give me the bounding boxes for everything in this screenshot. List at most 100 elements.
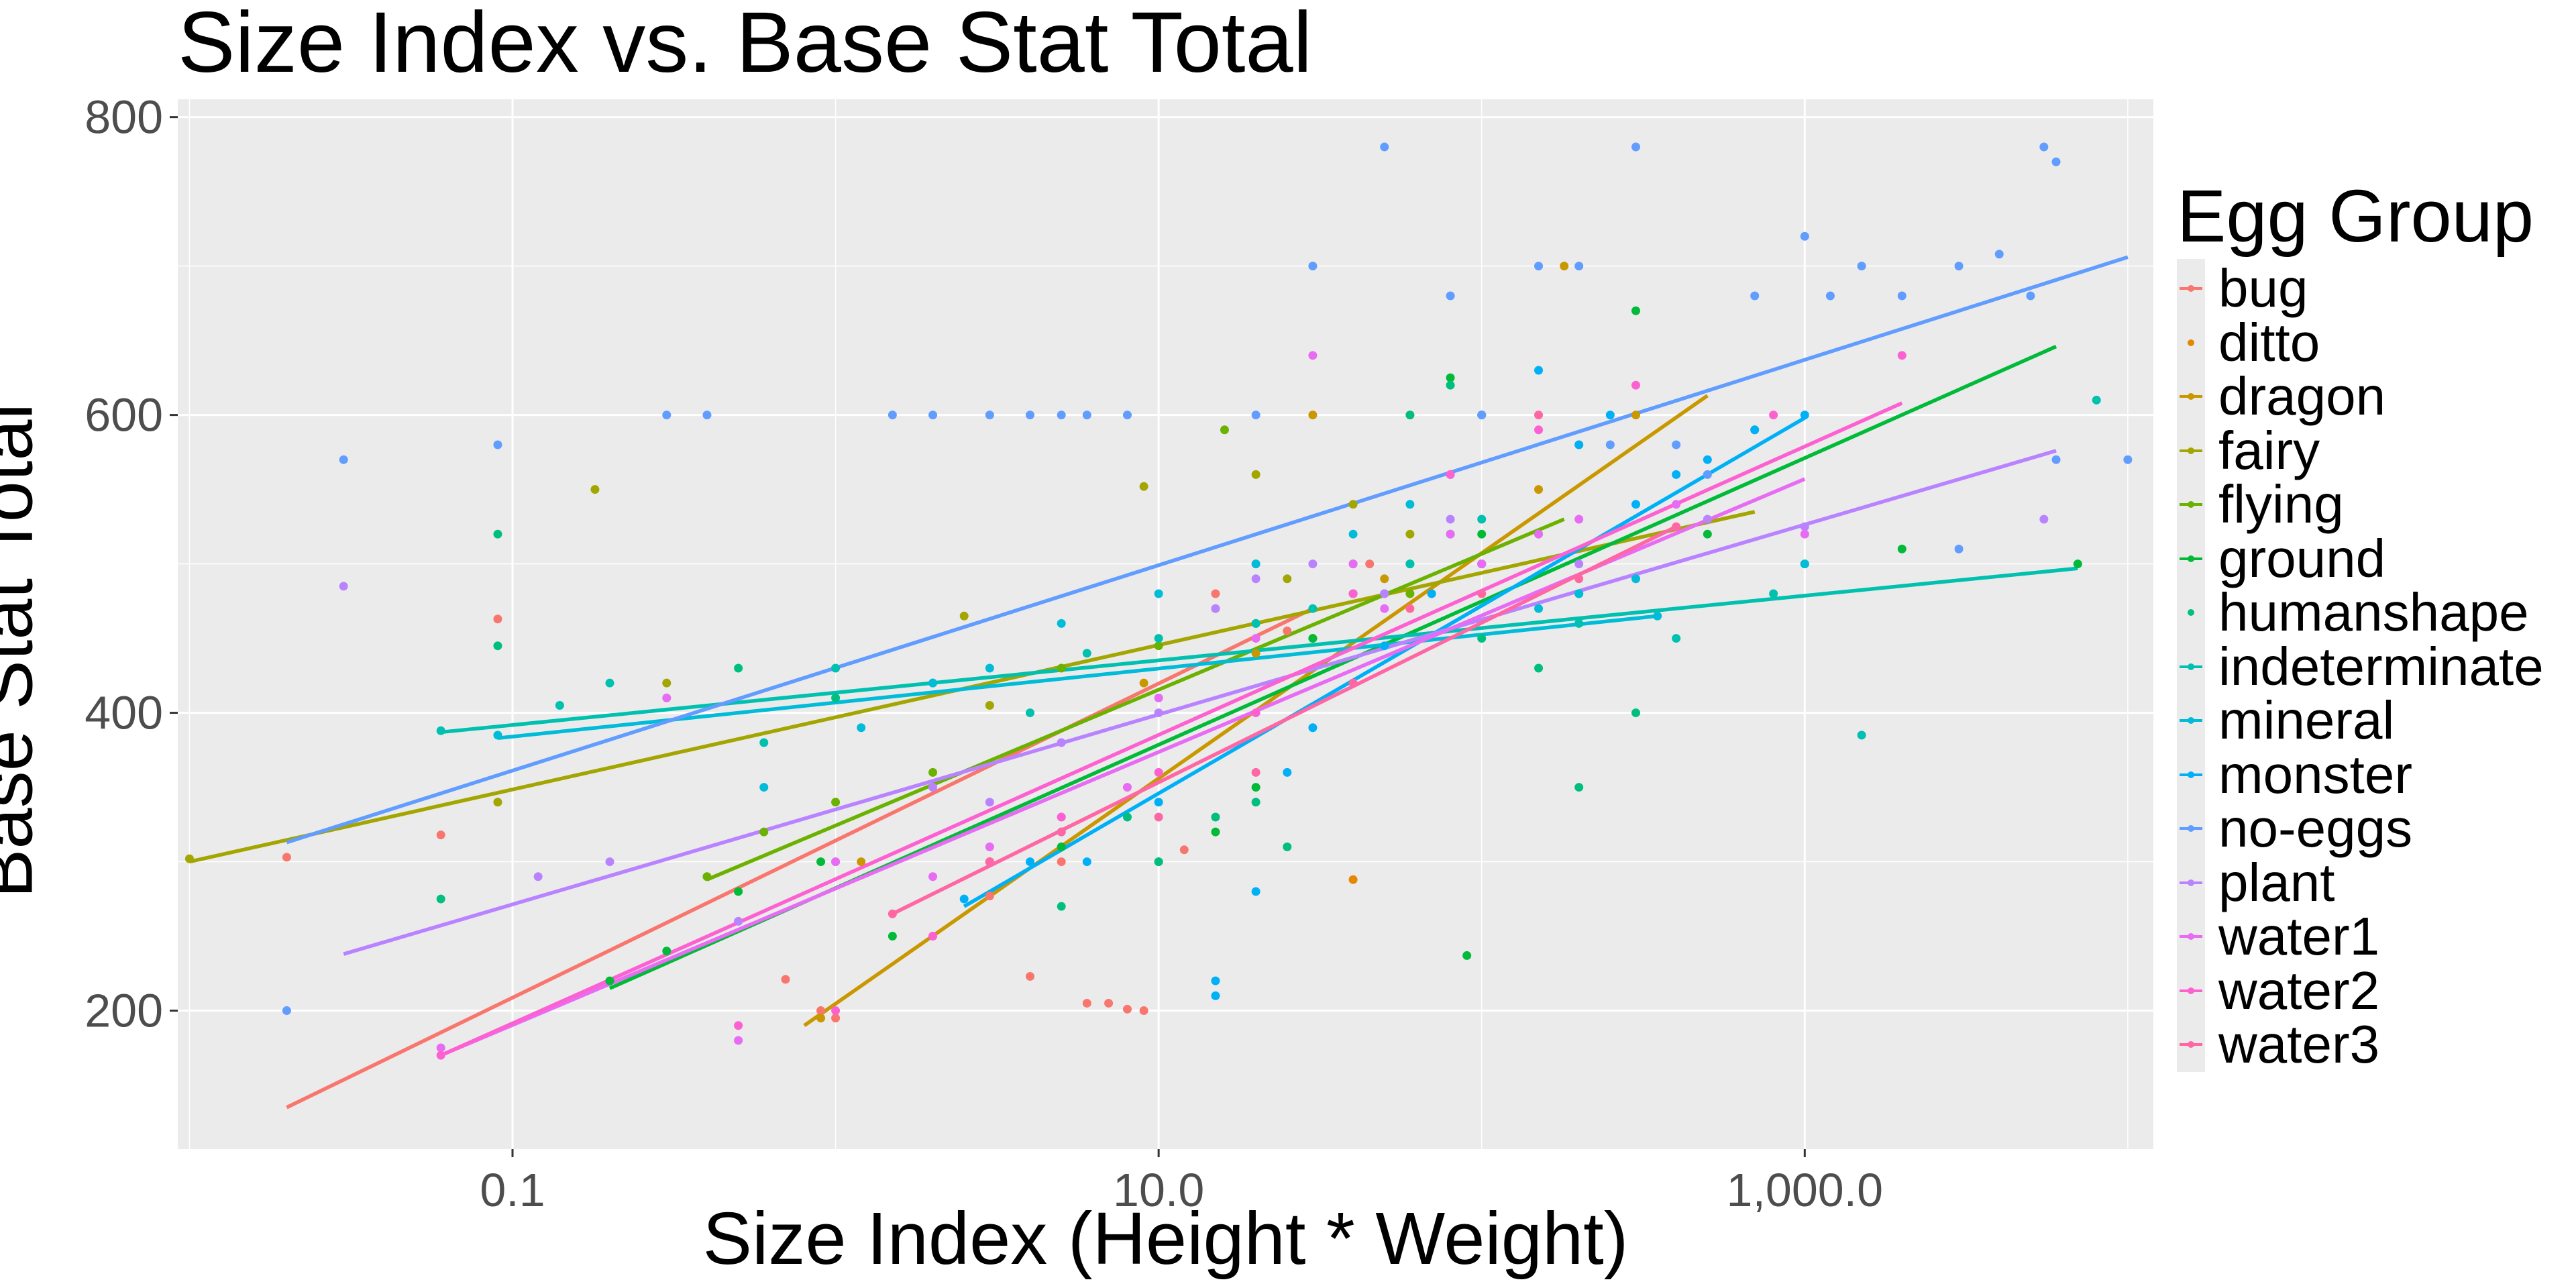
data-point-water1 bbox=[1122, 783, 1132, 792]
data-point-fairy bbox=[1405, 529, 1415, 539]
legend-title: Egg Group bbox=[2177, 175, 2534, 258]
legend-point-water1 bbox=[2188, 933, 2194, 940]
legend-key-ditto bbox=[2177, 316, 2205, 370]
data-point-monster bbox=[1672, 470, 1681, 479]
legend-key-water3 bbox=[2177, 1018, 2205, 1071]
data-point-water2 bbox=[831, 1006, 841, 1016]
data-point-water3 bbox=[1251, 767, 1260, 777]
data-point-water3 bbox=[985, 857, 994, 867]
data-point-water2 bbox=[1897, 351, 1907, 360]
legend-item-monster: monster bbox=[2177, 744, 2412, 804]
data-point-water1 bbox=[734, 1036, 743, 1045]
data-point-humanshape bbox=[1057, 902, 1066, 911]
y-tick-label: 600 bbox=[85, 389, 163, 441]
legend-label: indeterminate bbox=[2218, 636, 2544, 696]
data-point-ground bbox=[662, 947, 672, 956]
data-point-no-eggs bbox=[1057, 411, 1066, 420]
data-point-monster bbox=[1750, 425, 1760, 435]
data-point-indeterminate bbox=[1308, 604, 1318, 613]
data-point-no-eggs bbox=[1534, 262, 1544, 271]
legend-item-indeterminate: indeterminate bbox=[2177, 636, 2544, 696]
y-tick-label: 200 bbox=[85, 985, 163, 1037]
data-point-fairy bbox=[493, 798, 502, 807]
legend-label: water2 bbox=[2218, 960, 2380, 1020]
data-point-water3 bbox=[888, 909, 897, 918]
data-point-plant bbox=[1211, 604, 1220, 613]
legend-item-ditto: ditto bbox=[2177, 312, 2320, 372]
data-point-ground bbox=[1211, 827, 1220, 837]
data-point-indeterminate bbox=[1477, 515, 1487, 524]
data-point-plant bbox=[1380, 589, 1389, 598]
data-point-indeterminate bbox=[1769, 589, 1778, 598]
legend-point-monster bbox=[2188, 771, 2194, 778]
axis-ticks bbox=[170, 116, 1806, 1157]
data-point-plant bbox=[1154, 708, 1163, 718]
data-point-ground bbox=[1308, 634, 1318, 643]
data-point-mineral bbox=[1348, 529, 1358, 539]
data-point-no-eggs bbox=[985, 411, 994, 420]
legend-key-flying bbox=[2177, 478, 2205, 531]
legend-label: ditto bbox=[2218, 312, 2320, 372]
data-point-plant bbox=[533, 872, 543, 881]
data-point-mineral bbox=[1574, 589, 1584, 598]
data-point-humanshape bbox=[1283, 842, 1292, 851]
data-point-indeterminate bbox=[1405, 559, 1415, 569]
data-point-water2 bbox=[1534, 425, 1544, 435]
data-point-fairy bbox=[662, 678, 672, 688]
data-point-humanshape bbox=[734, 663, 743, 673]
data-point-water2 bbox=[1769, 411, 1778, 420]
data-point-dragon bbox=[1308, 411, 1318, 420]
data-point-no-eggs bbox=[928, 411, 938, 420]
data-point-bug bbox=[781, 975, 790, 984]
legend-item-flying: flying bbox=[2177, 478, 2344, 531]
data-point-plant bbox=[2039, 515, 2049, 524]
data-point-mineral bbox=[1154, 589, 1163, 598]
legend-label: mineral bbox=[2218, 690, 2395, 750]
legend-key-plant bbox=[2177, 856, 2205, 910]
data-point-water2 bbox=[1348, 589, 1358, 598]
data-point-fairy bbox=[590, 485, 600, 494]
data-point-no-eggs bbox=[1026, 411, 1035, 420]
data-point-water3 bbox=[1477, 589, 1487, 598]
legend-point-plant bbox=[2188, 879, 2194, 886]
data-point-plant bbox=[1057, 738, 1066, 747]
data-point-water1 bbox=[1308, 351, 1318, 360]
data-point-no-eggs bbox=[2051, 455, 2061, 464]
legend-key-ground bbox=[2177, 532, 2205, 586]
legend-item-water2: water2 bbox=[2177, 960, 2380, 1020]
data-point-humanshape bbox=[493, 641, 502, 651]
data-point-water1 bbox=[928, 872, 938, 881]
data-point-plant bbox=[339, 582, 348, 591]
fit-line-flying bbox=[706, 517, 1565, 881]
data-point-monster bbox=[1574, 440, 1584, 449]
data-point-indeterminate bbox=[831, 663, 841, 673]
data-point-ground bbox=[734, 887, 743, 896]
legend: Egg Group bug ditto dragon fairy flying groun… bbox=[2177, 175, 2544, 1072]
data-point-bug bbox=[1122, 1004, 1132, 1014]
fit-line-bug bbox=[286, 606, 1314, 1110]
data-point-plant bbox=[1446, 515, 1455, 524]
data-point-bug bbox=[493, 614, 502, 624]
data-point-no-eggs bbox=[1703, 470, 1712, 479]
legend-item-water3: water3 bbox=[2177, 1018, 2379, 1071]
data-point-water2 bbox=[1446, 470, 1455, 479]
legend-point-no-eggs bbox=[2188, 825, 2194, 832]
data-point-humanshape bbox=[1211, 812, 1220, 822]
data-point-bug bbox=[282, 853, 291, 862]
legend-item-dragon: dragon bbox=[2177, 370, 2385, 423]
fit-line-monster bbox=[963, 416, 1806, 908]
data-point-bug bbox=[1365, 559, 1375, 569]
data-point-monster bbox=[1308, 723, 1318, 733]
data-point-dragon bbox=[857, 857, 866, 867]
legend-label: monster bbox=[2218, 744, 2412, 804]
data-point-mineral bbox=[928, 678, 938, 688]
data-point-bug bbox=[1026, 971, 1035, 981]
legend-label: water1 bbox=[2218, 906, 2380, 966]
data-point-plant bbox=[605, 857, 614, 867]
data-point-bug bbox=[1283, 626, 1292, 635]
data-point-bug bbox=[1139, 1006, 1148, 1016]
legend-key-humanshape bbox=[2177, 586, 2205, 639]
data-point-ground bbox=[1462, 951, 1472, 960]
legend-key-mineral bbox=[2177, 694, 2205, 747]
